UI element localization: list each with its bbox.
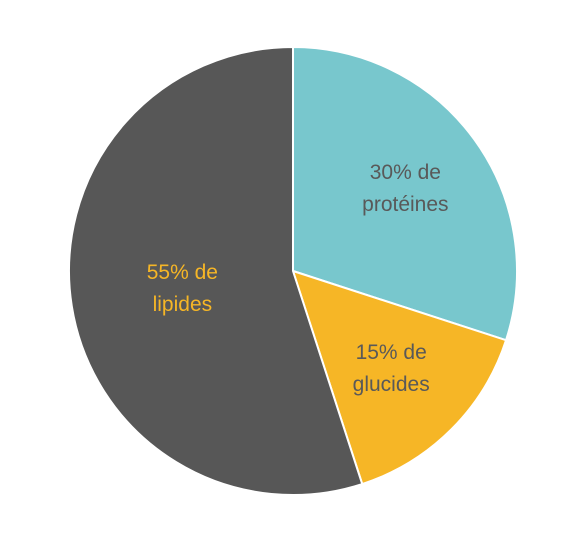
slice-lipides <box>68 45 364 496</box>
slice-label-lipides-line1: 55% de <box>146 260 218 284</box>
slice-label-lipides-line2: lipides <box>152 292 213 316</box>
slice-label-proteines: 30% de protéines <box>330 157 480 221</box>
slice-label-proteines-line2: protéines <box>362 193 449 217</box>
slice-label-glucides-line1: 15% de <box>355 341 427 365</box>
slice-label-glucides-line2: glucides <box>352 373 430 397</box>
slice-label-proteines-line1: 30% de <box>369 161 441 185</box>
slice-label-lipides: 55% de lipides <box>107 257 257 321</box>
slice-proteines <box>292 45 518 342</box>
slice-label-glucides: 15% de glucides <box>316 337 466 401</box>
slice-glucides <box>291 269 508 486</box>
